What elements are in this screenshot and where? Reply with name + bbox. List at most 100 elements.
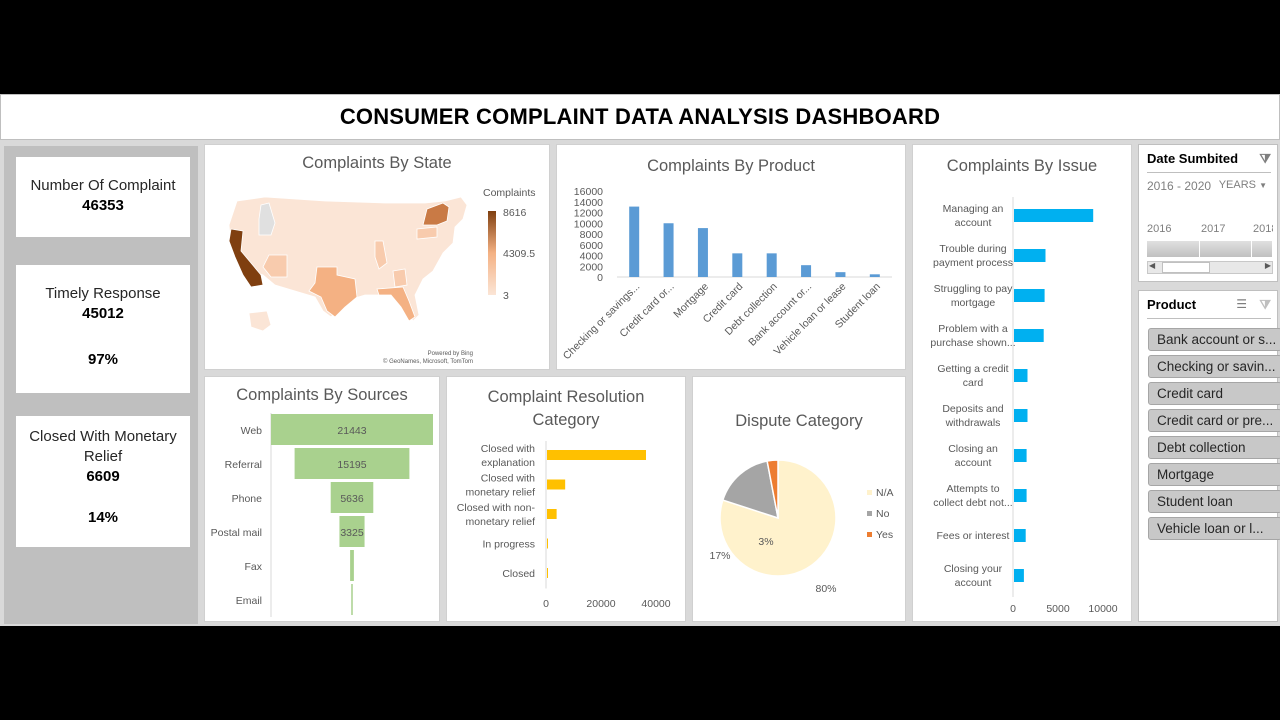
chevron-down-icon: ▼ bbox=[1259, 181, 1267, 190]
bar bbox=[547, 479, 566, 490]
page-title: CONSUMER COMPLAINT DATA ANALYSIS DASHBOA… bbox=[339, 104, 941, 129]
slicer-item-vehicle-loan[interactable]: Vehicle loan or l... bbox=[1148, 517, 1280, 540]
svg-text:0: 0 bbox=[1010, 603, 1016, 615]
svg-text:Closed: Closed bbox=[502, 568, 535, 580]
slicer-item-student-loan[interactable]: Student loan bbox=[1148, 490, 1280, 513]
funnel-bar bbox=[330, 482, 374, 513]
bar bbox=[547, 509, 557, 519]
slicer-item-credit-card-prepaid[interactable]: Credit card or pre... bbox=[1148, 409, 1280, 432]
complaints-by-sources-chart: Complaints By Sources Web 21443 Referral 15… bbox=[204, 376, 440, 622]
svg-text:account: account bbox=[955, 577, 992, 589]
kpi-percent: 14% bbox=[87, 509, 119, 526]
svg-text:Web: Web bbox=[241, 425, 263, 437]
funnel-bar bbox=[350, 550, 354, 581]
svg-text:Fax: Fax bbox=[244, 561, 262, 573]
svg-text:6000: 6000 bbox=[580, 240, 604, 252]
svg-text:monetary relief: monetary relief bbox=[466, 487, 536, 499]
svg-text:Closing your: Closing your bbox=[944, 563, 1003, 575]
bar bbox=[1014, 489, 1027, 502]
svg-text:© GeoNames, Microsoft, TomTom: © GeoNames, Microsoft, TomTom bbox=[383, 358, 473, 365]
title-bar: CONSUMER COMPLAINT DATA ANALYSIS DASHBOA… bbox=[0, 94, 1280, 140]
bar bbox=[697, 228, 708, 277]
svg-text:card: card bbox=[963, 377, 984, 389]
bar bbox=[1014, 569, 1024, 582]
time-level-dropdown[interactable]: YEARS ▼ bbox=[1219, 179, 1267, 191]
slicer-title: Product bbox=[1147, 297, 1197, 312]
svg-text:Attempts to: Attempts to bbox=[946, 483, 999, 495]
svg-text:purchase shown...: purchase shown... bbox=[930, 337, 1015, 349]
bar bbox=[766, 253, 777, 277]
chart-title: Complaints By Issue bbox=[946, 157, 1098, 175]
svg-text:40000: 40000 bbox=[641, 598, 670, 610]
clear-filter-icon[interactable]: ⧩ bbox=[1259, 151, 1271, 166]
svg-text:account: account bbox=[955, 457, 992, 469]
svg-text:Closed with: Closed with bbox=[481, 443, 535, 455]
svg-text:explanation: explanation bbox=[481, 457, 535, 469]
kpi-closed-monetary-relief: Closed With Monetary Relief 6609 14% bbox=[16, 416, 190, 547]
slicer-item-mortgage[interactable]: Mortgage bbox=[1148, 463, 1280, 486]
slicer-item-checking-savings[interactable]: Checking or savin... bbox=[1148, 355, 1280, 378]
funnel-bar bbox=[294, 448, 410, 479]
date-submitted-slicer[interactable]: Date Sumbited ⧩ 2016 - 2020 YEARS ▼ 2016… bbox=[1138, 144, 1278, 282]
timeline-bar[interactable] bbox=[1147, 241, 1273, 257]
sources-funnel-chart: Web 21443 Referral 15195 Phone 5636 Postal mai… bbox=[211, 413, 433, 617]
bar bbox=[1014, 369, 1028, 382]
chart-title: Dispute Category bbox=[735, 412, 863, 430]
bar bbox=[1014, 329, 1044, 342]
scroll-right-icon[interactable]: ▶ bbox=[1264, 261, 1271, 270]
slicer-header: Product ☰ ⧩ bbox=[1147, 297, 1271, 319]
chart-title-line1: Complaint Resolution bbox=[487, 388, 645, 406]
svg-text:20000: 20000 bbox=[586, 598, 615, 610]
svg-text:10000: 10000 bbox=[1088, 603, 1117, 615]
svg-text:4309.5: 4309.5 bbox=[503, 248, 535, 260]
complaint-resolution-chart: Complaint Resolution Category Closed wit… bbox=[446, 376, 686, 622]
svg-text:N/A: N/A bbox=[876, 487, 894, 499]
svg-text:Phone: Phone bbox=[232, 493, 263, 505]
bar bbox=[1014, 449, 1027, 462]
dashboard: CONSUMER COMPLAINT DATA ANALYSIS DASHBOA… bbox=[0, 94, 1280, 626]
kpi-number-of-complaint: Number Of Complaint 46353 bbox=[16, 157, 190, 237]
scroll-thumb[interactable] bbox=[1162, 262, 1210, 273]
svg-text:12000: 12000 bbox=[574, 208, 603, 220]
kpi-value: 6609 bbox=[86, 468, 120, 485]
scroll-left-icon[interactable]: ◀ bbox=[1149, 261, 1156, 270]
svg-text:Trouble during: Trouble during bbox=[939, 243, 1006, 255]
svg-text:payment process: payment process bbox=[933, 257, 1013, 269]
product-slicer[interactable]: Product ☰ ⧩ Bank account or s... Checkin… bbox=[1138, 290, 1280, 622]
svg-text:5000: 5000 bbox=[1046, 603, 1070, 615]
bar bbox=[629, 206, 640, 277]
bar bbox=[1014, 409, 1028, 422]
slicer-item-credit-card[interactable]: Credit card bbox=[1148, 382, 1280, 405]
svg-text:withdrawals: withdrawals bbox=[945, 417, 1001, 429]
multi-select-icon[interactable]: ☰ bbox=[1236, 297, 1247, 311]
kpi-label: Number Of Complaint bbox=[30, 177, 176, 194]
slicer-header: Date Sumbited ⧩ bbox=[1147, 151, 1271, 173]
bar bbox=[1014, 249, 1046, 262]
svg-text:16000: 16000 bbox=[574, 186, 603, 198]
pie-slice bbox=[766, 459, 779, 519]
svg-text:5636: 5636 bbox=[340, 493, 364, 505]
kpi-value: 45012 bbox=[82, 305, 124, 322]
timeline-scrollbar[interactable]: ◀ ▶ bbox=[1147, 261, 1273, 274]
svg-text:Yes: Yes bbox=[876, 529, 893, 541]
issue-bar-chart: Managing an account Trouble during payment … bbox=[930, 197, 1118, 615]
timeline-year: 2018 bbox=[1253, 223, 1273, 235]
kpi-percent: 97% bbox=[87, 351, 119, 368]
svg-text:Referral: Referral bbox=[225, 459, 262, 471]
kpi-column: Number Of Complaint 46353 Timely Respons… bbox=[4, 146, 198, 624]
svg-text:account: account bbox=[955, 217, 992, 229]
svg-text:Complaints: Complaints bbox=[483, 187, 536, 199]
slicer-item-bank-account[interactable]: Bank account or s... bbox=[1148, 328, 1280, 351]
slicer-item-debt-collection[interactable]: Debt collection bbox=[1148, 436, 1280, 459]
kpi-label-line2: Relief bbox=[83, 448, 123, 465]
svg-text:4000: 4000 bbox=[580, 251, 604, 263]
svg-text:17%: 17% bbox=[709, 550, 730, 562]
svg-text:3325: 3325 bbox=[340, 527, 364, 539]
product-bar-chart: 0200040006000800010000120001400016000Che… bbox=[561, 186, 892, 362]
timeline-year: 2017 bbox=[1201, 223, 1226, 235]
funnel-bar bbox=[351, 584, 353, 615]
svg-text:Deposits and: Deposits and bbox=[942, 403, 1003, 415]
clear-filter-icon[interactable]: ⧩ bbox=[1259, 297, 1271, 312]
svg-text:Postal mail: Postal mail bbox=[211, 527, 262, 539]
dispute-category-chart: Dispute Category 80% 17% 3% N/A No Yes bbox=[692, 376, 906, 622]
